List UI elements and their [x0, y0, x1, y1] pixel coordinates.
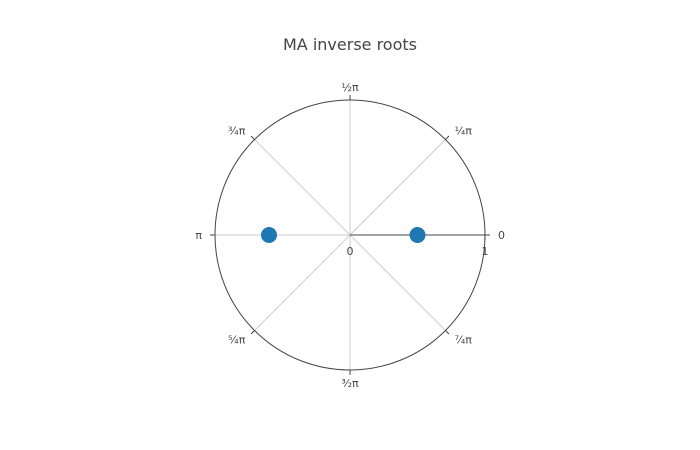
- angular-tick: [445, 330, 450, 335]
- angular-tick-label: ½π: [341, 81, 359, 94]
- angular-tick: [250, 135, 255, 140]
- angular-tick-label: ⁷⁄₄π: [455, 334, 473, 347]
- angular-tick: [250, 330, 255, 335]
- angular-grid-line: [349, 139, 446, 236]
- point-layer[interactable]: [261, 227, 426, 244]
- chart-title: MA inverse roots: [283, 35, 417, 54]
- angular-tick-label: 0: [498, 229, 505, 242]
- radial-tick-label: 0: [347, 245, 354, 258]
- angular-tick-label: π: [195, 229, 202, 242]
- grid-layer: [214, 99, 485, 371]
- angular-grid-line: [349, 234, 446, 331]
- radial-tick-label: 1: [482, 245, 489, 258]
- angular-tick: [445, 135, 450, 140]
- data-point[interactable]: [261, 227, 277, 244]
- angular-tick-label: ¾π: [228, 124, 246, 137]
- angular-tick-label: ¼π: [455, 124, 473, 137]
- angular-grid-line: [254, 139, 351, 236]
- angular-tick-label: ⁵⁄₄π: [228, 334, 246, 347]
- data-point[interactable]: [409, 227, 426, 243]
- angular-tick-label: ³⁄₂π: [341, 377, 359, 390]
- angular-grid-line: [254, 234, 351, 331]
